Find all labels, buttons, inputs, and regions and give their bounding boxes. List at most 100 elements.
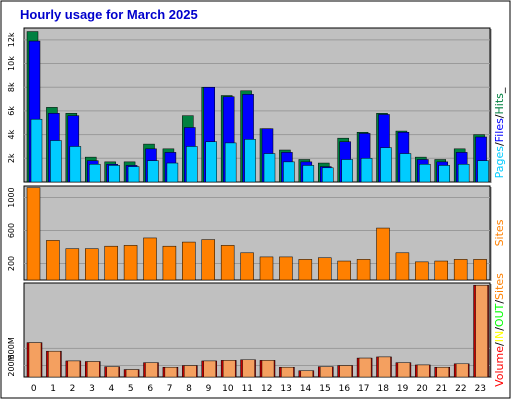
hits-files-pages-legend-item: Files xyxy=(493,118,506,142)
bar-sites-hour-17 xyxy=(356,259,371,281)
hits-files-pages-legend-item: Hits xyxy=(493,93,506,115)
bar-sites-hour-14 xyxy=(298,259,313,281)
bar-in-hour-12 xyxy=(261,360,275,378)
panel-1-ytick-label: 10k xyxy=(7,56,16,71)
bar-sites-hour-15 xyxy=(318,257,332,281)
bar-sites-hour-20 xyxy=(415,261,429,281)
bar-sites-hour-1 xyxy=(46,240,60,281)
bar-in-hour-5 xyxy=(125,369,139,378)
bar-in-hour-15 xyxy=(320,366,333,378)
bar-sites-hour-9 xyxy=(201,239,215,281)
bar-in-hour-7 xyxy=(164,367,178,378)
xtick-label-hour-7: 7 xyxy=(167,384,173,394)
xtick-label-hour-10: 10 xyxy=(222,384,234,394)
hits-files-pages-legend-item: Pages xyxy=(493,146,506,179)
bar-sites-hour-16 xyxy=(337,260,351,281)
panel-2-plot-area xyxy=(23,185,491,281)
xtick-label-hour-23: 23 xyxy=(475,384,486,394)
chart-title: Hourly usage for March 2025 xyxy=(20,7,198,22)
xtick-label-hour-4: 4 xyxy=(109,384,115,394)
bar-in-hour-10 xyxy=(222,360,236,378)
bar-in-hour-23 xyxy=(475,285,488,378)
bar-sites-hour-11 xyxy=(240,252,254,281)
xtick-label-hour-1: 1 xyxy=(50,384,56,394)
panel-2-ytick-label: 200 xyxy=(7,256,16,271)
xtick-label-hour-15: 15 xyxy=(319,384,330,394)
volume-in-out-legend-item: Volume xyxy=(493,346,506,387)
panel-3-ytick-label: 200M xyxy=(7,354,16,376)
bar-pages-hour-11 xyxy=(244,139,256,183)
bar-in-hour-3 xyxy=(87,361,100,378)
bar-pages-hour-14 xyxy=(302,165,315,183)
bar-sites-hour-0 xyxy=(26,187,41,281)
bar-sites-hour-21 xyxy=(434,260,448,281)
volume-in-out-legend: Volume/IN/OUT/Sites xyxy=(493,273,506,387)
bar-pages-hour-5 xyxy=(127,166,140,183)
bar-sites-hour-8 xyxy=(182,241,196,281)
bar-pages-hour-19 xyxy=(399,153,412,183)
xtick-label-hour-20: 20 xyxy=(416,384,428,394)
bar-in-hour-22 xyxy=(455,363,469,378)
xtick-label-hour-3: 3 xyxy=(89,384,95,394)
bar-pages-hour-13 xyxy=(283,161,295,183)
xtick-label-hour-21: 21 xyxy=(436,384,447,394)
volume-in-out-legend-item: / xyxy=(493,300,506,304)
panel-3-ytick-label: 500M xyxy=(7,337,16,359)
bar-in-hour-20 xyxy=(417,364,430,378)
panel-1-ytick-label: 12k xyxy=(7,32,16,47)
bar-in-hour-14 xyxy=(300,370,314,378)
bar-in-hour-16 xyxy=(339,365,352,378)
bar-in-hour-17 xyxy=(358,357,372,378)
bar-sites-hour-19 xyxy=(395,252,410,281)
bar-pages-hour-18 xyxy=(380,147,392,183)
hits-files-pages-legend: Pages/Files/Hits_ xyxy=(493,87,506,178)
bar-sites-hour-5 xyxy=(123,245,138,281)
bar-pages-hour-21 xyxy=(438,165,450,183)
bar-pages-hour-23 xyxy=(477,160,489,183)
bar-pages-hour-9 xyxy=(205,141,217,183)
xtick-label-hour-11: 11 xyxy=(242,384,253,394)
sites-legend: Sites xyxy=(493,219,506,246)
bar-pages-hour-12 xyxy=(263,153,276,183)
bar-in-hour-0 xyxy=(28,342,42,378)
bar-sites-hour-2 xyxy=(65,248,80,281)
bar-sites-hour-3 xyxy=(85,248,99,281)
bar-sites-hour-23 xyxy=(473,259,487,281)
volume-in-out-legend-item: / xyxy=(493,327,506,331)
bar-pages-hour-22 xyxy=(457,163,470,183)
panel-1-ytick-label: 2k xyxy=(7,153,16,163)
xtick-label-hour-16: 16 xyxy=(339,384,351,394)
panel-1-ytick-label: 6k xyxy=(7,106,16,116)
hits-files-pages-legend-item: / xyxy=(493,114,506,118)
bar-sites-hour-12 xyxy=(259,256,274,281)
xtick-label-hour-18: 18 xyxy=(377,384,389,394)
bar-pages-hour-15 xyxy=(322,167,334,183)
panel-1-ytick-label: 8k xyxy=(7,82,16,92)
bar-in-hour-13 xyxy=(281,367,294,378)
xtick-label-hour-9: 9 xyxy=(206,384,212,394)
panel-2-ytick-label: 1000 xyxy=(7,187,16,207)
bar-pages-hour-20 xyxy=(419,163,431,183)
xtick-label-hour-17: 17 xyxy=(358,384,369,394)
bar-in-hour-8 xyxy=(184,365,197,378)
bar-sites-hour-18 xyxy=(376,227,390,281)
bar-sites-hour-13 xyxy=(279,256,293,281)
bar-in-hour-21 xyxy=(436,367,449,378)
hits-files-pages-legend-item: _ xyxy=(493,87,506,94)
bar-pages-hour-17 xyxy=(360,158,373,183)
hits-files-pages-legend-item: / xyxy=(493,142,506,146)
xtick-label-hour-2: 2 xyxy=(70,384,76,394)
panel-3-plot-area xyxy=(23,282,491,378)
xtick-label-hour-0: 0 xyxy=(31,384,37,394)
bar-pages-hour-0 xyxy=(30,118,43,183)
bar-pages-hour-2 xyxy=(69,146,82,183)
bar-in-hour-9 xyxy=(203,360,216,378)
bar-sites-hour-22 xyxy=(453,259,468,281)
xtick-label-hour-13: 13 xyxy=(280,384,291,394)
bar-sites-hour-6 xyxy=(143,237,157,281)
bar-pages-hour-6 xyxy=(147,160,159,183)
bar-sites-hour-4 xyxy=(104,245,118,281)
bar-pages-hour-8 xyxy=(186,146,198,183)
bar-pages-hour-16 xyxy=(341,159,353,183)
